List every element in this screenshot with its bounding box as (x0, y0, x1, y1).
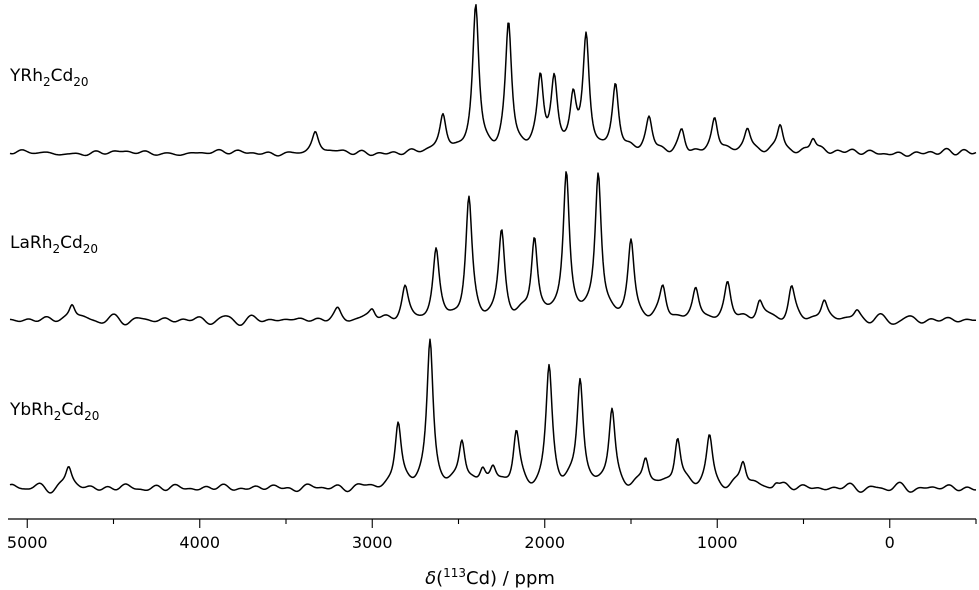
x-tick-label: 3000 (352, 533, 393, 552)
x-tick-label: 0 (885, 533, 895, 552)
x-axis-title: δ(113Cd) / ppm (425, 566, 555, 589)
series-label-larh2cd20: LaRh2Cd20 (10, 233, 98, 256)
x-tick-label: 5000 (7, 533, 48, 552)
x-tick-label: 2000 (524, 533, 565, 552)
x-tick-label: 4000 (179, 533, 220, 552)
spectrum-line-2 (9, 171, 977, 327)
spectrum-line-3 (9, 338, 977, 494)
series-label-yrh2cd20: YRh2Cd20 (9, 66, 89, 89)
spectra-group (9, 4, 977, 494)
spectrum-line-1 (9, 4, 977, 157)
x-axis-ticks: 5000 4000 3000 2000 1000 0 (7, 519, 977, 552)
series-label-ybrh2cd20: YbRh2Cd20 (9, 400, 99, 423)
x-tick-label: 1000 (697, 533, 738, 552)
